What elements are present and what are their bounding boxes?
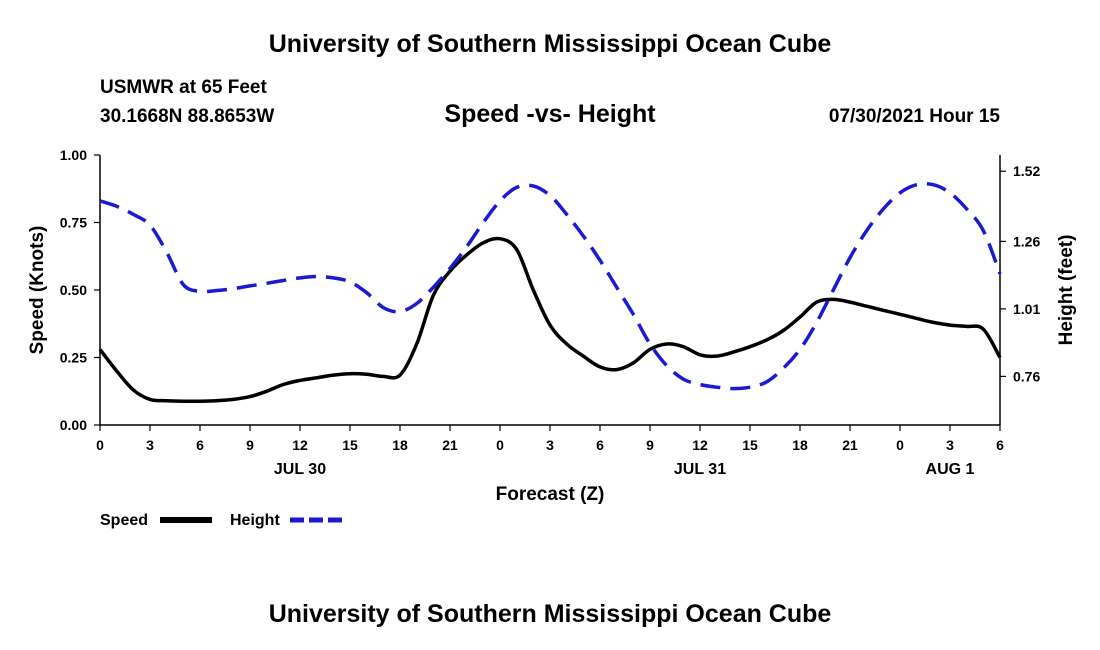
chart-title: Speed -vs- Height [444, 100, 656, 128]
x-tick-label: 21 [442, 437, 458, 453]
x-tick-label: 12 [292, 437, 308, 453]
x-tick-label: 3 [546, 437, 554, 453]
y2-tick-label: 1.52 [1013, 163, 1040, 179]
x-tick-label: 3 [146, 437, 154, 453]
y2-tick-label: 0.76 [1013, 368, 1040, 384]
x-tick-label: 9 [646, 437, 654, 453]
x-axis-title: Forecast (Z) [496, 484, 605, 505]
date-label: AUG 1 [926, 461, 975, 478]
station-name: USMWR at 65 Feet [100, 77, 267, 98]
y-tick-label: 0.25 [60, 350, 87, 366]
y-axis-right: 0.76 1.01 1.26 1.52 [1000, 163, 1040, 384]
x-axis: 0 3 6 9 12 15 18 21 0 3 6 9 12 15 18 21 0 3 6 [96, 425, 1004, 453]
x-tick-label: 6 [996, 437, 1004, 453]
y2-tick-label: 1.26 [1013, 233, 1040, 249]
legend-label-speed: Speed [100, 512, 148, 529]
y-tick-label: 0.75 [60, 215, 87, 231]
org-title-bottom: University of Southern Mississippi Ocean… [268, 600, 832, 628]
y2-axis-title: Height (feet) [1056, 235, 1077, 346]
x-tick-label: 18 [392, 437, 408, 453]
date-labels: JUL 30 JUL 31 AUG 1 [274, 461, 975, 478]
x-tick-label: 6 [596, 437, 604, 453]
date-label: JUL 31 [674, 461, 726, 478]
org-title-top: University of Southern Mississippi Ocean… [268, 30, 832, 58]
x-tick-label: 0 [96, 437, 104, 453]
series-speed-line [98, 236, 1002, 404]
series-layer [98, 181, 1002, 404]
x-tick-label: 0 [896, 437, 904, 453]
date-label: JUL 30 [274, 461, 326, 478]
plot-frame [99, 155, 1001, 426]
y2-tick-label: 1.01 [1013, 301, 1040, 317]
legend: Speed Height [100, 512, 342, 529]
x-tick-label: 21 [842, 437, 858, 453]
x-tick-label: 12 [692, 437, 708, 453]
forecast-time: 07/30/2021 Hour 15 [828, 106, 1000, 127]
y-axis-title: Speed (Knots) [27, 226, 48, 355]
x-tick-label: 15 [742, 437, 758, 453]
x-tick-label: 15 [342, 437, 358, 453]
y-tick-label: 0.00 [60, 417, 87, 433]
y-tick-label: 1.00 [60, 147, 87, 163]
y-tick-label: 0.50 [60, 282, 87, 298]
x-tick-label: 3 [946, 437, 954, 453]
series-height-line [99, 181, 1002, 391]
station-coords: 30.1668N 88.8653W [100, 106, 275, 127]
x-tick-label: 6 [196, 437, 204, 453]
y-axis-left: 0.00 0.25 0.50 0.75 1.00 [60, 147, 100, 433]
x-tick-label: 0 [496, 437, 504, 453]
x-tick-label: 18 [792, 437, 808, 453]
legend-label-height: Height [230, 512, 280, 529]
x-tick-label: 9 [246, 437, 254, 453]
